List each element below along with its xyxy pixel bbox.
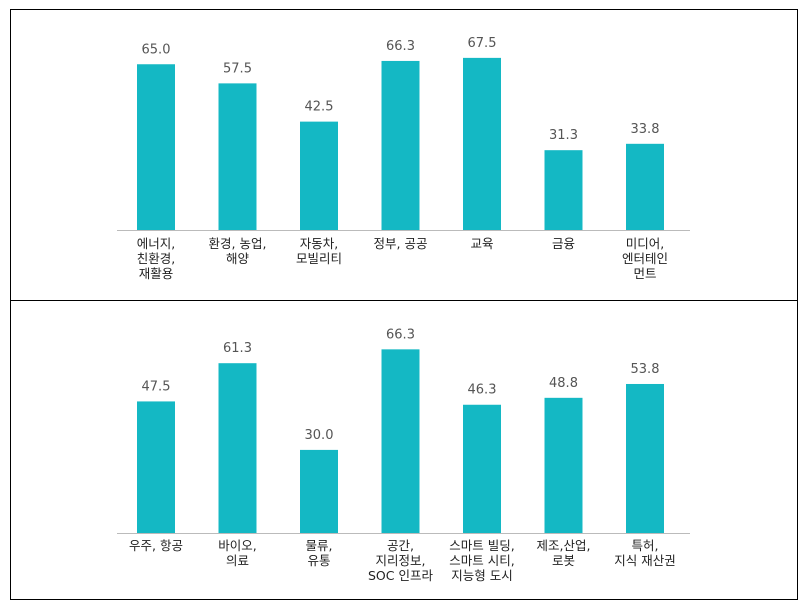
top-bar-chart: 65.0 에너지, 친환경, 재활용 57.5 환경, 농업, 해양 42.5 자동차, 모빌리티… bbox=[117, 36, 690, 281]
category-label: 에너지, 친환경, 재활용 bbox=[137, 236, 175, 281]
category-label-line: 친환경, bbox=[137, 251, 175, 266]
bar bbox=[544, 397, 583, 533]
category-label-line: 특허, bbox=[632, 538, 659, 553]
category-label: 환경, 농업, 해양 bbox=[209, 236, 267, 266]
category-label-line: 스마트 빌딩, bbox=[449, 538, 514, 553]
bar bbox=[626, 383, 664, 533]
category-label-line: 의료 bbox=[226, 553, 249, 568]
category-label: 금융 bbox=[552, 236, 575, 251]
category-label-line: 지능형 도시 bbox=[451, 568, 512, 583]
category-label-line: 해양 bbox=[226, 251, 250, 266]
category-label: 미디어, 엔터테인 먼트 bbox=[622, 236, 668, 281]
category-label: 공간, 지리정보, SOC 인프라 bbox=[368, 538, 433, 583]
bar-value-label: 57.5 bbox=[223, 61, 252, 76]
category-label-line: 금융 bbox=[552, 236, 575, 251]
category-label-line: 정부, 공공 bbox=[374, 236, 428, 251]
category-label: 특허, 지식 재산권 bbox=[614, 538, 675, 568]
bar-value-label: 65.0 bbox=[142, 42, 171, 57]
bar-value-label: 66.3 bbox=[386, 39, 415, 54]
category-label-line: 먼트 bbox=[633, 266, 656, 281]
category-label-line: 자동차, bbox=[300, 236, 338, 251]
category-label-line: SOC 인프라 bbox=[368, 568, 433, 583]
bar bbox=[300, 449, 338, 533]
category-label: 스마트 빌딩, 스마트 시티, 지능형 도시 bbox=[449, 538, 514, 583]
category-label-line: 물류, bbox=[306, 538, 333, 553]
bar-value-label: 33.8 bbox=[631, 122, 660, 137]
category-label: 바이오, 의료 bbox=[218, 538, 256, 568]
category-label-line: 공간, bbox=[387, 538, 414, 553]
category-label-line: 바이오, bbox=[218, 538, 256, 553]
category-label: 물류, 유통 bbox=[306, 538, 333, 568]
bar-value-label: 31.3 bbox=[549, 128, 578, 143]
bar bbox=[626, 143, 664, 230]
category-label-line: 지식 재산권 bbox=[614, 553, 675, 568]
category-label-line: 환경, 농업, bbox=[209, 236, 267, 251]
bar-value-label: 30.0 bbox=[305, 428, 334, 443]
category-label: 제조,산업, 로봇 bbox=[537, 538, 591, 568]
category-label-line: 교육 bbox=[470, 236, 493, 251]
category-label-line: 재활용 bbox=[139, 266, 174, 281]
bar bbox=[381, 60, 420, 231]
bar-value-label: 61.3 bbox=[223, 341, 252, 356]
category-label: 자동차, 모빌리티 bbox=[296, 236, 342, 266]
category-label-line: 유통 bbox=[307, 553, 330, 568]
category-label-line: 모빌리티 bbox=[296, 251, 342, 266]
category-label-line: 우주, 항공 bbox=[129, 538, 183, 553]
category-label-line: 스마트 시티, bbox=[449, 553, 514, 568]
bottom-bar-chart: 47.5 우주, 항공 61.3 바이오, 의료 30.0 물류, 유통 66.3 공간, 지리정보… bbox=[117, 327, 690, 583]
bar bbox=[218, 363, 257, 533]
bar-value-label: 46.3 bbox=[468, 383, 497, 398]
bar-value-label: 67.5 bbox=[468, 36, 497, 51]
bar bbox=[137, 64, 175, 230]
bar bbox=[381, 349, 420, 533]
bar bbox=[300, 121, 338, 230]
category-label-line: 로봇 bbox=[552, 553, 575, 568]
panel-frame-bottom bbox=[10, 300, 798, 600]
bar-value-label: 42.5 bbox=[305, 100, 334, 115]
category-label-line: 미디어, bbox=[626, 236, 664, 251]
bar bbox=[463, 57, 501, 230]
category-label: 우주, 항공 bbox=[129, 538, 183, 553]
bar bbox=[463, 404, 501, 533]
category-label-line: 에너지, bbox=[137, 236, 175, 251]
category-label-line: 제조,산업, bbox=[537, 538, 591, 553]
bar bbox=[544, 150, 583, 230]
category-label: 교육 bbox=[470, 236, 493, 251]
category-label: 정부, 공공 bbox=[374, 236, 428, 251]
bar-value-label: 48.8 bbox=[549, 376, 578, 391]
bar-value-label: 66.3 bbox=[386, 327, 415, 342]
bar bbox=[137, 401, 175, 533]
bar-value-label: 53.8 bbox=[631, 362, 660, 377]
category-label-line: 엔터테인 bbox=[622, 251, 668, 266]
category-label-line: 지리정보, bbox=[376, 553, 426, 568]
bar bbox=[218, 83, 257, 230]
bar-value-label: 47.5 bbox=[142, 379, 171, 394]
